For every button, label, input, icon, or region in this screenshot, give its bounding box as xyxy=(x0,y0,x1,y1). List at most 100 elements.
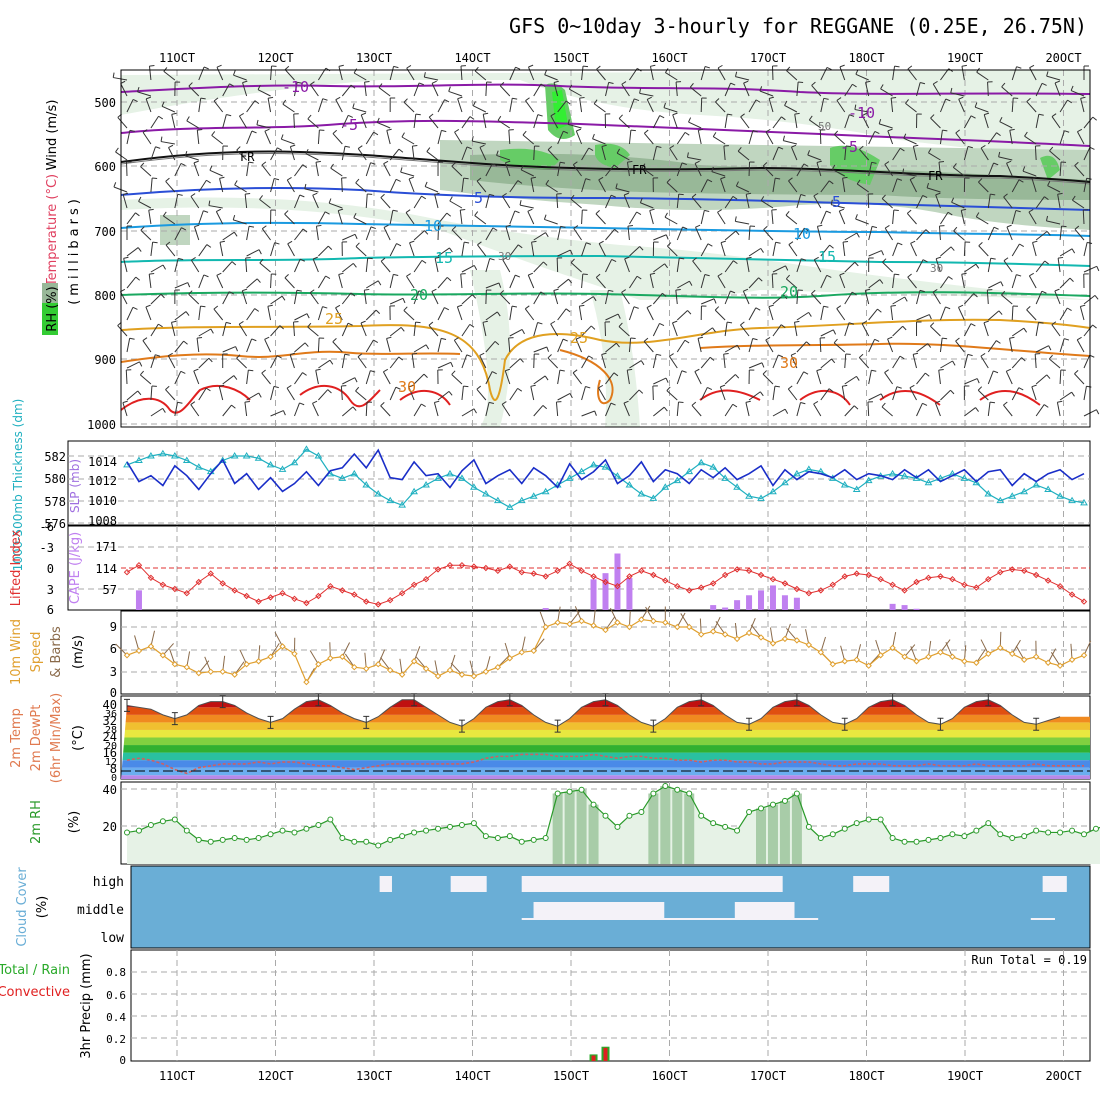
li-point xyxy=(303,599,310,607)
precip-tick-0.2: 0.2 xyxy=(106,1033,126,1046)
wind-barb xyxy=(951,201,965,209)
wind-barb xyxy=(553,82,559,97)
wind-barb-flag xyxy=(569,249,573,255)
wind-barb-flag xyxy=(950,246,955,251)
wind-barb xyxy=(1051,116,1061,129)
wind-barb xyxy=(987,310,1000,321)
wind-barb xyxy=(669,356,678,369)
wind-barb-flag xyxy=(464,241,470,244)
wind-barb xyxy=(222,114,227,129)
wind-barb-flag xyxy=(531,240,537,243)
wind-barb xyxy=(955,340,965,353)
wind10m-point xyxy=(1056,662,1064,669)
wind-barb xyxy=(892,147,901,161)
wind-barb xyxy=(676,226,683,241)
rh2m-panel: 40 20 2m RH (%) xyxy=(29,781,1100,865)
wind10m-point xyxy=(434,672,442,680)
wind-barb-flag xyxy=(746,192,752,195)
wind-barb-flag xyxy=(1019,243,1024,248)
wind-barb-flag xyxy=(446,277,452,282)
contour-25 xyxy=(120,318,1091,402)
wind-barb xyxy=(365,258,369,273)
thickness-point xyxy=(242,452,251,459)
cloud-cell xyxy=(722,876,736,892)
wind-barb-flag xyxy=(689,82,694,88)
li-point xyxy=(267,594,274,601)
wind-barb xyxy=(365,226,372,241)
cloud-cell xyxy=(616,918,629,920)
wind-barb-flag xyxy=(188,290,193,295)
thickness-point xyxy=(864,476,873,484)
wind-barb-flag xyxy=(299,402,305,406)
wind-barb-flag xyxy=(383,224,389,228)
wind-barb xyxy=(844,232,858,241)
wind-barb-flag xyxy=(355,242,360,247)
wind-barb xyxy=(315,370,319,385)
contour-35 xyxy=(120,384,1041,414)
wind-barb xyxy=(270,295,283,305)
wind-barb-flag xyxy=(216,208,222,212)
wind10m-point xyxy=(135,647,143,655)
cloud-cell xyxy=(592,918,606,920)
wind-barb-flag xyxy=(791,144,797,148)
wind-barb-flag xyxy=(370,370,376,373)
wind-barb xyxy=(1054,82,1061,97)
wind-barb-flag xyxy=(406,273,411,277)
wind-barb-flag xyxy=(187,282,191,288)
li-point xyxy=(697,584,705,591)
wind-barb-flag xyxy=(205,387,211,392)
wind-barb xyxy=(960,210,965,225)
li-point xyxy=(398,589,406,597)
li-point xyxy=(446,561,454,569)
wind-barb-flag xyxy=(1032,240,1038,243)
wind-barb xyxy=(1011,243,1020,257)
wind-barb xyxy=(881,198,893,209)
wind-barb xyxy=(1006,226,1013,241)
top-date-tick: 20OCT xyxy=(1045,51,1081,65)
wind-barb-flag xyxy=(129,337,135,340)
wind-barb-flag xyxy=(537,322,543,325)
wind-barb-flag xyxy=(1047,180,1051,186)
wind-barb-flag xyxy=(501,401,507,405)
wind-barb xyxy=(167,355,176,369)
wind-barb xyxy=(501,403,511,417)
cloud-cell xyxy=(640,918,653,920)
wind-barb-flag xyxy=(355,178,360,184)
wind-tick-0: 0 xyxy=(110,686,117,700)
wind-barb-flag xyxy=(839,272,845,276)
wind-barb-flag xyxy=(310,81,315,85)
label-30-a: 30 xyxy=(398,378,416,396)
li-point xyxy=(745,567,753,575)
wind-barb xyxy=(816,370,822,385)
wind-barb-flag xyxy=(704,273,710,277)
wind-barb xyxy=(148,66,152,81)
wind-barb-flag xyxy=(498,282,502,288)
wind-barb xyxy=(150,242,154,257)
li-point xyxy=(530,570,537,577)
precip-panel-frame xyxy=(130,949,1091,1062)
top-date-tick: 13OCT xyxy=(356,51,392,65)
wind-barb xyxy=(796,227,805,241)
temp-tick-16: 16 xyxy=(103,746,117,760)
wind-barb-flag xyxy=(259,195,263,200)
ylabel-rh2m-unit: (%) xyxy=(67,811,82,834)
ylabel-wind-speed: Speed xyxy=(29,632,44,673)
bottom-date-ticks: 11OCT 12OCT 13OCT 14OCT 15OCT 16OCT 17OCT 18OCT… xyxy=(159,1069,1082,1083)
wind-barb xyxy=(820,210,827,225)
rh-point xyxy=(985,820,992,827)
top-date-tick: 11OCT xyxy=(159,51,195,65)
wind-barb xyxy=(479,147,487,161)
rh-point xyxy=(1081,831,1087,838)
wind-barb-flag xyxy=(627,225,633,227)
wind-barb xyxy=(531,242,535,257)
rh-point xyxy=(458,822,465,829)
wind-barb xyxy=(461,294,473,305)
wind-barb-flag xyxy=(165,385,170,390)
wind-barb xyxy=(508,129,511,145)
wind-barb-flag xyxy=(309,289,315,294)
wind-barb-flag xyxy=(848,322,854,325)
wind-barb-flag xyxy=(328,198,332,204)
wind-barb xyxy=(174,227,182,241)
li-point xyxy=(853,570,860,577)
minmax-bar xyxy=(267,715,274,729)
